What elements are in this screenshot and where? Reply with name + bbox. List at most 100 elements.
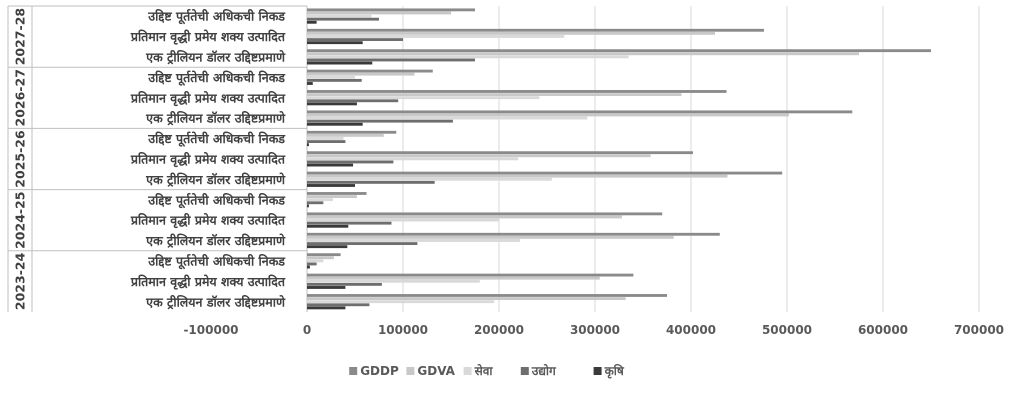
bar (307, 110, 853, 114)
bar (307, 133, 384, 137)
category-label: प्रतिमान वृद्धी प्रमेय शक्य उत्पादित (130, 213, 286, 229)
x-tick-label: 600000 (858, 323, 908, 337)
bar (307, 102, 357, 106)
bar (307, 239, 521, 242)
bar (307, 279, 480, 283)
bar (307, 297, 626, 301)
legend-label: उद्योग (531, 364, 557, 378)
bar (307, 235, 674, 239)
legend-label: सेवा (474, 364, 494, 378)
bar (307, 174, 728, 178)
bar (307, 41, 363, 45)
x-tick-label: 400000 (666, 323, 716, 337)
bar (307, 157, 519, 161)
bar (307, 49, 931, 53)
bar (307, 52, 859, 56)
bar (307, 61, 373, 65)
bar (307, 160, 394, 164)
bar (307, 262, 317, 266)
category-label: उद्दिष्ट पूर्ततेची अधिकची निकड (147, 192, 286, 208)
bar (307, 31, 715, 35)
x-axis-ticks: -100000 0 100000 200000 300000 400000 500000 60… (183, 323, 1004, 337)
category-label: एक ट्रीलियन डॉलर उद्दिष्टप्रमाणे (145, 294, 286, 309)
year-label: 2027-28 (13, 8, 28, 65)
bar (307, 184, 355, 187)
bar (307, 286, 346, 289)
bar (307, 140, 346, 144)
category-label: प्रतिमान वृद्धी प्रमेय शक्य उत्पादित (130, 274, 286, 290)
category-axis: 2023-24 एक ट्रीलियन डॉलर उद्दिष्टप्रमाणे प… (7, 5, 307, 312)
legend-label: GDDP (360, 364, 399, 378)
bar (307, 294, 667, 297)
bar (307, 195, 357, 199)
bar (307, 116, 588, 120)
category-label: उद्दिष्ट पूर्ततेची अधिकची निकड (147, 254, 286, 270)
bar (307, 93, 682, 97)
bar (307, 69, 433, 73)
bar (307, 151, 693, 155)
bar (307, 58, 475, 62)
bar (307, 177, 552, 181)
bar (307, 113, 789, 117)
category-label: एक ट्रीलियन डॉलर उद्दिष्टप्रमाणे (145, 172, 286, 187)
category-label: एक ट्रीलियन डॉलर उद्दिष्टप्रमाणे (145, 233, 286, 248)
bar (307, 143, 309, 147)
x-tick-label: 100000 (378, 323, 428, 337)
bar (307, 276, 600, 280)
category-label: प्रतिमान वृद्धी प्रमेय शक्य उत्पादित (130, 29, 286, 45)
bars (307, 8, 931, 310)
bar (307, 245, 348, 249)
bar (307, 256, 334, 260)
bar (307, 163, 354, 167)
bar (307, 218, 499, 222)
category-label: उद्दिष्ट पूर्ततेची अधिकची निकड (147, 70, 286, 86)
bar (307, 273, 634, 277)
bar (307, 72, 415, 76)
bar (307, 55, 629, 59)
year-label: 2026-27 (13, 69, 28, 126)
category-label: एक ट्रीलियन डॉलर उद्दिष्टप्रमाणे (145, 111, 286, 126)
bar (307, 35, 565, 38)
category-label: प्रतिमान वृद्धी प्रमेय शक्य उत्पादित (130, 90, 286, 106)
bar (307, 306, 346, 310)
bar (307, 171, 783, 175)
bar (307, 119, 453, 123)
bar (307, 90, 727, 93)
year-label: 2025-26 (13, 130, 28, 188)
bar (307, 300, 495, 304)
x-tick-label: 700000 (954, 323, 1004, 337)
bar (307, 215, 622, 219)
legend-swatch (593, 367, 602, 375)
bar (307, 198, 333, 202)
legend: GDDP GDVA सेवा उद्योग कृषि (349, 364, 625, 379)
bar (307, 232, 720, 236)
category-label: एक ट्रीलियन डॉलर उद्दिष्टप्रमाणे (145, 50, 286, 65)
legend-swatch (406, 367, 415, 375)
bar (307, 259, 324, 263)
category-label: उद्दिष्ट पूर्ततेची अधिकची निकड (147, 9, 286, 25)
bar (307, 11, 451, 15)
bar (307, 8, 475, 12)
bar (307, 192, 367, 195)
legend-swatch (349, 367, 358, 375)
bar (307, 282, 382, 286)
year-label: 2023-24 (13, 252, 28, 310)
legend-label: GDVA (417, 364, 455, 378)
bar (307, 180, 435, 184)
bar (307, 78, 362, 82)
bar (307, 82, 313, 85)
category-label: प्रतिमान वृद्धी प्रमेय शक्य उत्पादित (130, 152, 286, 168)
bar (307, 242, 418, 246)
bar (307, 212, 663, 216)
bar (307, 20, 317, 24)
bar (307, 75, 355, 79)
bar (307, 17, 379, 21)
x-tick-label: 0 (303, 323, 311, 337)
bar (307, 38, 403, 42)
bar (307, 130, 397, 134)
legend-label: कृषि (604, 364, 625, 379)
bar (307, 96, 540, 100)
